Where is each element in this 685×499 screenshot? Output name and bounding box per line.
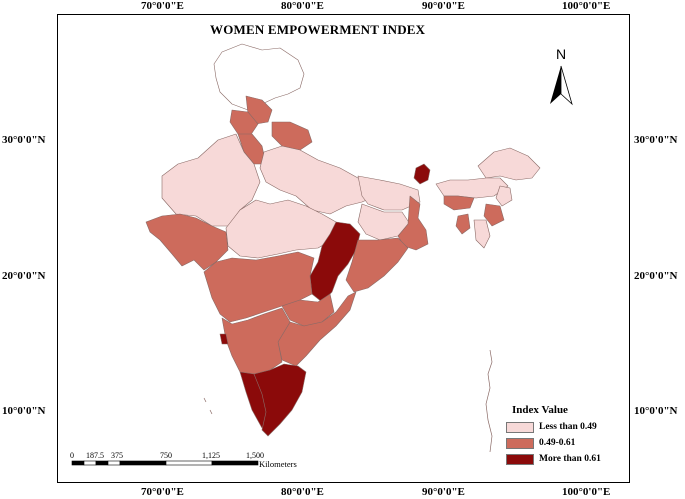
legend-swatch-low (506, 421, 534, 433)
left-lat-label-20: 20°0'0"N (2, 270, 46, 282)
north-arrow-icon (550, 65, 573, 106)
region-andhra-pradesh (277, 291, 357, 367)
bottom-lon-label-100: 100°0'0"E (562, 486, 611, 498)
bottom-lon-label-80: 80°0'0"E (281, 486, 324, 498)
bottom-lon-label-90: 90°0'0"E (422, 486, 465, 498)
region-uttar-pradesh (259, 145, 377, 215)
legend-label-high: More than 0.61 (539, 454, 601, 464)
north-label: N (556, 46, 567, 62)
right-lat-label-20: 20°0'0"N (634, 270, 678, 282)
legend-title: Index Value (512, 404, 568, 416)
right-lat-label-30: 30°0'0"N (634, 134, 678, 146)
region-sikkim (413, 163, 431, 185)
top-lon-label-70: 70°0'0"E (141, 0, 184, 12)
region-goa (219, 333, 229, 345)
region-arunachal-pradesh (477, 147, 541, 181)
legend-label-low: Less than 0.49 (539, 422, 597, 432)
left-lat-label-30: 30°0'0"N (2, 134, 46, 146)
scale-tick-3: 750 (160, 451, 172, 460)
region-jammu-kashmir (213, 43, 305, 111)
map-title: WOMEN EMPOWERMENT INDEX (210, 22, 426, 37)
scale-bar (71, 460, 259, 466)
legend-item-high: More than 0.61 (506, 452, 618, 466)
region-telangana (281, 293, 335, 327)
map-frame (57, 14, 630, 483)
region-west-bengal (397, 195, 429, 251)
legend-swatch-mid (506, 437, 534, 449)
region-uttarakhand (271, 121, 313, 151)
top-lon-label-80: 80°0'0"E (281, 0, 324, 12)
region-odisha (345, 237, 409, 293)
region-meghalaya (443, 195, 475, 211)
scale-tick-4: 1,125 (202, 451, 220, 460)
scale-tick-1: 187.5 (86, 451, 104, 460)
scale-tick-0: 0 (70, 451, 74, 460)
scale-unit-label: Kilometers (259, 459, 297, 469)
region-tripura (455, 213, 471, 235)
region-nagaland (495, 185, 513, 207)
legend: Index Value Less than 0.49 0.49-0.61 Mor… (506, 404, 618, 468)
lakshadweep-islands (203, 397, 213, 415)
legend-swatch-high (506, 453, 534, 465)
legend-item-low: Less than 0.49 (506, 420, 618, 434)
left-lat-label-10: 10°0'0"N (2, 405, 46, 417)
bottom-lon-label-70: 70°0'0"E (141, 486, 184, 498)
scale-tick-5: 1,500 (246, 451, 264, 460)
region-mizoram (473, 219, 491, 249)
region-rajasthan (161, 133, 261, 227)
legend-label-mid: 0.49-0.61 (539, 438, 576, 448)
region-manipur (483, 203, 505, 227)
legend-item-mid: 0.49-0.61 (506, 436, 618, 450)
scale-tick-2: 375 (111, 451, 123, 460)
region-tamil-nadu (253, 363, 307, 437)
top-lon-label-90: 90°0'0"E (422, 0, 465, 12)
top-lon-label-100: 100°0'0"E (562, 0, 611, 12)
right-lat-label-10: 10°0'0"N (634, 405, 678, 417)
andaman-islands (485, 349, 493, 453)
region-karnataka (221, 307, 291, 375)
